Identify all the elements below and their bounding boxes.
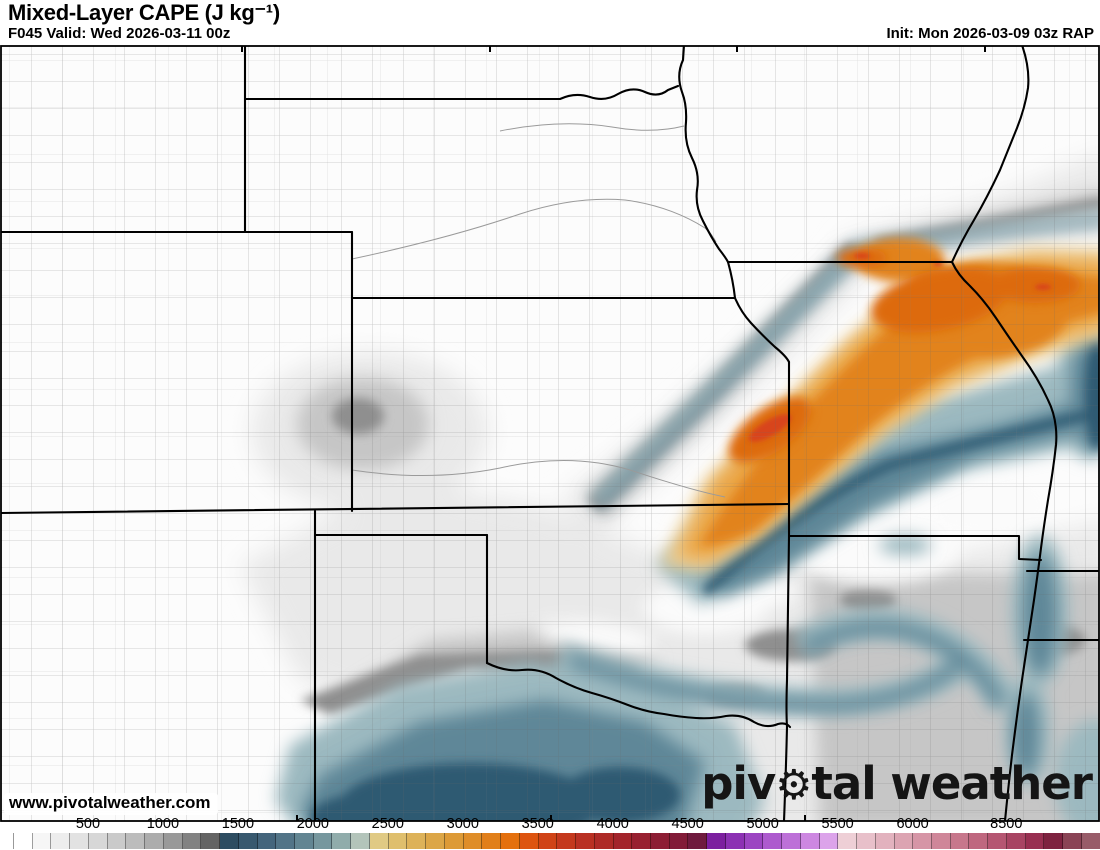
colorbar-tick-label: 500 xyxy=(75,816,101,832)
colorbar-segment xyxy=(650,833,670,849)
colorbar-segment xyxy=(707,833,726,849)
colorbar-segment xyxy=(388,833,408,849)
colorbar-segment xyxy=(295,833,314,849)
colorbar-segment xyxy=(426,833,445,849)
colorbar-segment xyxy=(14,833,33,849)
colorbar-segment xyxy=(88,833,108,849)
colorbar-segment xyxy=(800,833,820,849)
colorbar-segment xyxy=(145,833,164,849)
colorbar-tick-label: 8500 xyxy=(990,816,1023,832)
colorbar-segment xyxy=(369,833,389,849)
colorbar-segment xyxy=(126,833,146,849)
colorbar-segment xyxy=(257,833,277,849)
colorbar-tick-label: 5500 xyxy=(821,816,854,832)
logo-text-right: tal weather xyxy=(811,757,1093,810)
colorbar-segment xyxy=(557,833,577,849)
colorbar-segment xyxy=(32,833,52,849)
colorbar-segment xyxy=(1025,833,1045,849)
colorbar-segment xyxy=(463,833,483,849)
colorbar-segment xyxy=(819,833,839,849)
map-frame xyxy=(0,45,1100,822)
colorbar-segment xyxy=(632,833,651,849)
colorbar-segment xyxy=(238,833,258,849)
colorbar-segment xyxy=(482,833,502,849)
colorbar-tick-label: 2500 xyxy=(371,816,404,832)
logo-text-left: piv xyxy=(701,757,776,810)
colorbar-tick-label: 1000 xyxy=(146,816,180,832)
colorbar-segment xyxy=(332,833,352,849)
colorbar-segment xyxy=(894,833,914,849)
init-time: Init: Mon 2026-03-09 03z RAP xyxy=(886,25,1094,42)
cape-field xyxy=(1,46,1099,821)
colorbar-tick-label: 4000 xyxy=(596,816,629,832)
colorbar-tick-label: 4500 xyxy=(671,816,704,832)
valid-time: F045 Valid: Wed 2026-03-11 00z xyxy=(8,25,231,42)
colorbar-tick-label: 3000 xyxy=(446,816,479,832)
colorbar-segment xyxy=(407,833,427,849)
colorbar-segment xyxy=(725,833,745,849)
colorbar-segment xyxy=(988,833,1007,849)
pivotal-weather-logo: piv⚙tal weather xyxy=(701,761,1093,809)
colorbar-segment xyxy=(744,833,764,849)
colorbar-segment xyxy=(163,833,183,849)
colorbar-segment xyxy=(313,833,333,849)
colorbar-segment xyxy=(857,833,876,849)
colorbar-segment xyxy=(107,833,127,849)
colorbar-segment xyxy=(838,833,858,849)
colorbar-segment xyxy=(1063,833,1082,849)
colorbar-segment xyxy=(276,833,296,849)
colorbar-segment xyxy=(875,833,895,849)
colorbar-segment xyxy=(1081,833,1100,849)
colorbar-segment xyxy=(1044,833,1064,849)
colorbar-segment xyxy=(182,833,202,849)
county-grid xyxy=(1,46,1099,821)
colorbar-segment xyxy=(931,833,951,849)
colorbar-segment xyxy=(201,833,221,849)
colorbar-segment xyxy=(594,833,614,849)
colorbar-segment xyxy=(763,833,783,849)
colorbar-segment xyxy=(613,833,633,849)
colorbar-labels: 500 1000 1500 2000 2500 3000 3500 4000 4500 5000 5… xyxy=(0,816,1100,832)
colorbar-segment xyxy=(1006,833,1026,849)
colorbar-segment xyxy=(576,833,595,849)
colorbar-tick-label: 3500 xyxy=(521,816,554,832)
colorbar-segment xyxy=(669,833,689,849)
graticule-ticks xyxy=(241,46,986,821)
colorbar-segment xyxy=(950,833,970,849)
colorbar-tick-label: 1500 xyxy=(221,816,255,832)
colorbar-segment xyxy=(444,833,464,849)
colorbar-tick-label: 5000 xyxy=(746,816,779,832)
colorbar xyxy=(13,833,1100,849)
colorbar-tick-label: 6000 xyxy=(896,816,929,832)
colorbar-segment xyxy=(501,833,520,849)
colorbar-tick-label: 2000 xyxy=(296,816,329,832)
colorbar-segment xyxy=(70,833,89,849)
gear-icon: ⚙ xyxy=(775,761,812,809)
page-title: Mixed-Layer CAPE (J kg⁻¹) xyxy=(8,0,280,25)
watermark-url: www.pivotalweather.com xyxy=(4,793,218,815)
colorbar-segment xyxy=(51,833,71,849)
colorbar-segment xyxy=(688,833,708,849)
colorbar-segment xyxy=(519,833,539,849)
colorbar-segment xyxy=(969,833,989,849)
state-borders xyxy=(1,46,1099,821)
colorbar-segment xyxy=(351,833,370,849)
colorbar-segment xyxy=(538,833,558,849)
colorbar-segment xyxy=(913,833,932,849)
colorbar-segment xyxy=(220,833,239,849)
colorbar-segment xyxy=(782,833,801,849)
